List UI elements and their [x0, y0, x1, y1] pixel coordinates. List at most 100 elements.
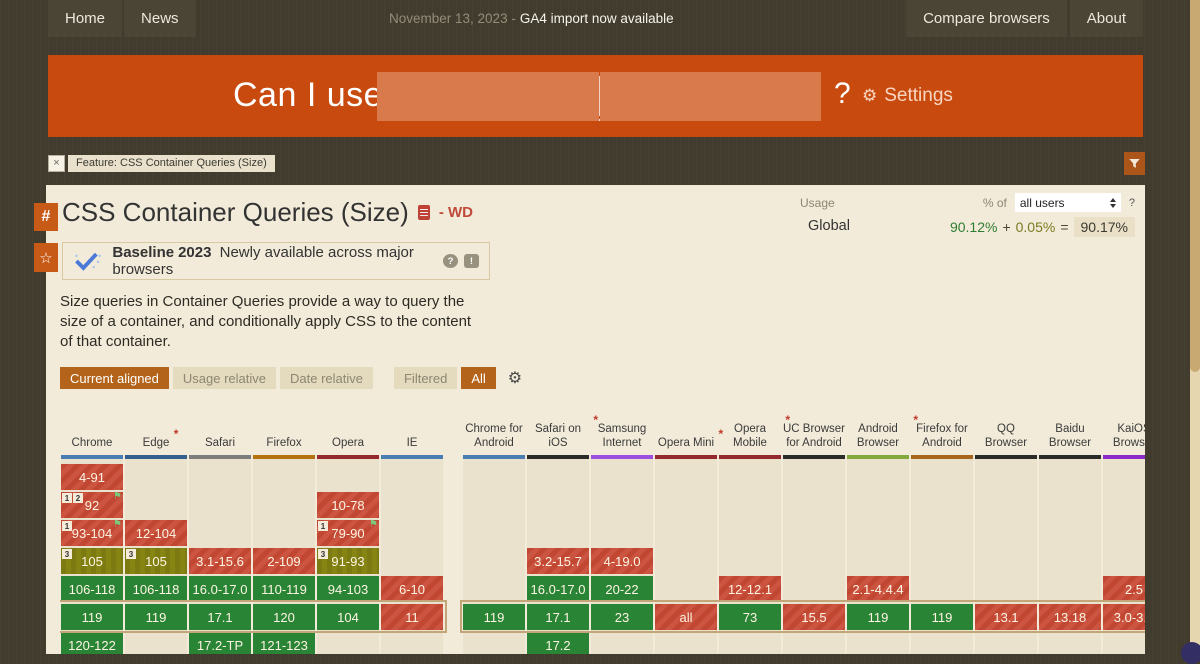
- browser-brand-bar: [125, 455, 187, 459]
- support-cell[interactable]: 93-104 1 ⚑: [61, 519, 123, 546]
- nav-item-about[interactable]: About: [1069, 0, 1143, 37]
- support-cell[interactable]: 79-90 1 ⚑: [317, 519, 379, 546]
- support-cell[interactable]: 2.1-4.4.4: [847, 576, 909, 602]
- browser-column-header[interactable]: Safari: [204, 437, 236, 450]
- support-cell[interactable]: 106-118: [125, 576, 187, 602]
- browser-column-header[interactable]: Edge *: [142, 427, 179, 450]
- browser-column-header[interactable]: Opera Mini *: [657, 427, 724, 450]
- nav-item-compare-browsers[interactable]: Compare browsers: [906, 0, 1067, 37]
- support-cell[interactable]: 6-10: [381, 576, 443, 602]
- usage-values-row: 90.12% + 0.05% = 90.17%: [950, 217, 1135, 237]
- table-settings-gear-icon[interactable]: ⚙: [507, 370, 523, 387]
- browser-column-header[interactable]: Firefox: [266, 437, 302, 450]
- favorite-star-button[interactable]: ☆: [34, 243, 58, 272]
- support-cell[interactable]: 17.1: [189, 604, 251, 630]
- control-button-current-aligned[interactable]: Current aligned: [60, 367, 169, 389]
- feature-search-input[interactable]: [377, 72, 599, 121]
- support-cell[interactable]: 106-118: [61, 576, 123, 602]
- site-logo[interactable]: Can I use: [233, 76, 384, 114]
- browser-column-header[interactable]: IE: [406, 437, 418, 450]
- support-cell[interactable]: 4-19.0: [591, 548, 653, 574]
- support-cell[interactable]: 105 3: [125, 548, 187, 574]
- usage-select[interactable]: all users: [1014, 193, 1121, 212]
- support-cell[interactable]: 2-109: [253, 548, 315, 574]
- support-cell[interactable]: 4-91: [61, 464, 123, 490]
- browser-brand-bar: [911, 455, 973, 459]
- browser-column-header[interactable]: Chrome for Android: [465, 423, 523, 450]
- browser-column-header[interactable]: Chrome: [71, 437, 113, 450]
- browser-column-header[interactable]: Opera: [332, 437, 364, 450]
- support-cell[interactable]: 13.18: [1039, 604, 1101, 630]
- browser-brand-bar: [189, 455, 251, 459]
- browser-column-header[interactable]: Firefox for Android: [916, 423, 968, 450]
- support-cell[interactable]: 16.0-17.0: [189, 576, 251, 602]
- table-controls: Current aligned Usage relative Date relati…: [60, 367, 522, 389]
- browser-column-header[interactable]: Android Browser *: [856, 413, 918, 450]
- browser-column-header[interactable]: QQ Browser: [984, 423, 1028, 450]
- nav-item-news[interactable]: News: [124, 0, 196, 37]
- anchor-link-button[interactable]: #: [34, 203, 58, 231]
- support-cell[interactable]: 3.0-3.1: [1103, 604, 1145, 630]
- support-cell[interactable]: 3.2-15.7: [527, 548, 589, 574]
- support-cell[interactable]: 23: [591, 604, 653, 630]
- browser-brand-bar: [783, 455, 845, 459]
- browser-brand-bar: [591, 455, 653, 459]
- support-cell[interactable]: 20-22: [591, 576, 653, 602]
- feature-search-input-2[interactable]: [599, 72, 822, 121]
- browser-column-header[interactable]: Safari on iOS *: [534, 413, 598, 450]
- support-cell[interactable]: 91-93 3: [317, 548, 379, 574]
- support-cell[interactable]: 17.2-TP: [189, 632, 251, 654]
- browser-column-header[interactable]: Samsung Internet: [597, 423, 647, 450]
- support-cell[interactable]: 17.2: [527, 632, 589, 654]
- usage-help-icon[interactable]: ?: [1128, 196, 1135, 209]
- feature-filter-tag[interactable]: Feature: CSS Container Queries (Size): [68, 155, 275, 172]
- browser-column-header[interactable]: Baidu Browser: [1048, 423, 1092, 450]
- support-cell[interactable]: 120-122: [61, 632, 123, 654]
- control-button-all[interactable]: All: [461, 367, 496, 389]
- support-cell[interactable]: 119: [847, 604, 909, 630]
- spec-document-icon[interactable]: [417, 205, 430, 220]
- support-cell[interactable]: 121-123: [253, 632, 315, 654]
- news-banner[interactable]: November 13, 2023 - GA4 import now avail…: [389, 0, 674, 37]
- browser-brand-bar: [719, 455, 781, 459]
- support-cell[interactable]: 3.1-15.6: [189, 548, 251, 574]
- support-cell[interactable]: 92 1 2 ⚑: [61, 491, 123, 518]
- spec-status[interactable]: - WD: [438, 204, 473, 221]
- page-scrollbar-thumb[interactable]: [1190, 0, 1200, 372]
- settings-button[interactable]: ⚙ Settings: [862, 85, 953, 107]
- baseline-help-icon[interactable]: ?: [443, 254, 458, 268]
- support-cell[interactable]: 15.5: [783, 604, 845, 630]
- support-cell[interactable]: 12-104: [125, 520, 187, 546]
- control-button-date-relative[interactable]: Date relative: [280, 367, 373, 389]
- control-button-filtered[interactable]: Filtered: [393, 367, 458, 389]
- support-cell[interactable]: 10-78: [317, 492, 379, 518]
- support-cell[interactable]: all: [655, 604, 717, 630]
- control-button-usage-relative[interactable]: Usage relative: [172, 367, 276, 389]
- support-cell[interactable]: 119: [911, 604, 973, 630]
- nav-item-home[interactable]: Home: [48, 0, 123, 37]
- search-box: [377, 72, 822, 121]
- browser-brand-bar: [381, 455, 443, 459]
- baseline-feedback-icon[interactable]: !: [464, 254, 479, 268]
- support-cell[interactable]: 120: [253, 604, 315, 630]
- support-cell[interactable]: 94-103: [317, 576, 379, 602]
- support-cell[interactable]: 16.0-17.0: [527, 576, 589, 602]
- browser-column-header[interactable]: UC Browser for Android: [783, 423, 845, 450]
- support-cell[interactable]: 17.1: [527, 604, 589, 630]
- support-cell[interactable]: 119: [125, 604, 187, 630]
- support-cell[interactable]: 11: [381, 604, 443, 630]
- support-cell[interactable]: 105 3: [61, 548, 123, 574]
- support-cell[interactable]: 73: [719, 604, 781, 630]
- support-cell[interactable]: 119: [463, 604, 525, 630]
- filter-funnel-button[interactable]: [1124, 152, 1145, 175]
- remove-filter-button[interactable]: ×: [48, 155, 65, 172]
- browser-column-header[interactable]: Opera Mobile *: [733, 413, 790, 450]
- support-cell[interactable]: 119: [61, 604, 123, 630]
- support-cell[interactable]: 104: [317, 604, 379, 630]
- support-cell[interactable]: 13.1: [975, 604, 1037, 630]
- star-icon: ☆: [39, 249, 53, 267]
- support-cell[interactable]: 2.5: [1103, 576, 1145, 602]
- support-cell[interactable]: 12-12.1: [719, 576, 781, 602]
- browser-column-header[interactable]: KaiOS Browser: [1112, 423, 1145, 450]
- support-cell[interactable]: 110-119: [253, 576, 315, 602]
